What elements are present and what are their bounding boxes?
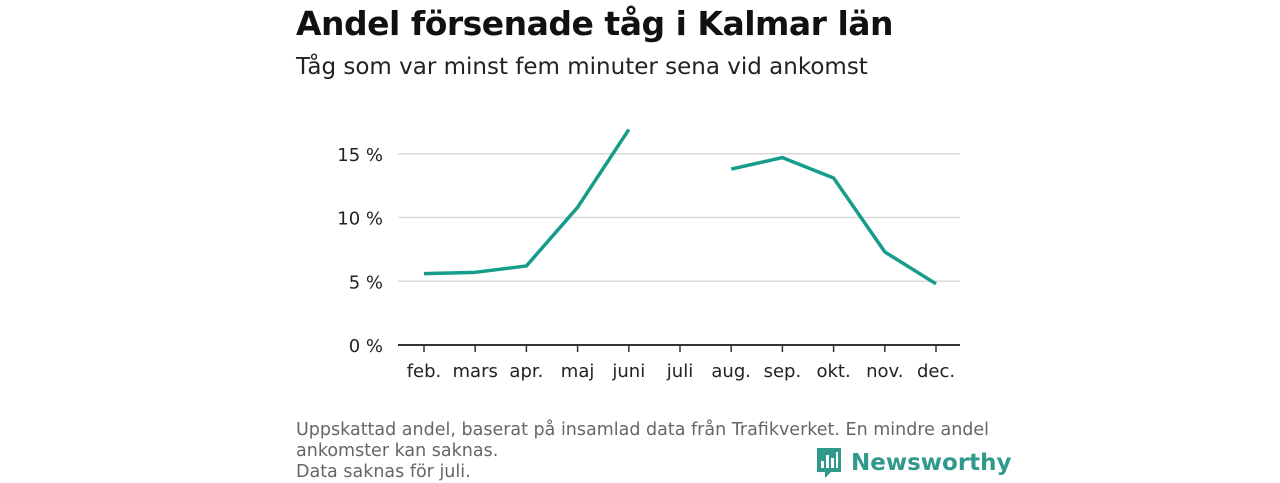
x-tick-label: sep. [764,361,802,382]
line-chart: 0 % 5 % 10 % 15 % feb. mars apr. maj juni juli au… [337,128,960,382]
gridlines [398,153,960,352]
y-tick-label: 10 % [337,209,383,230]
y-tick-label: 15 % [337,145,383,166]
y-tick-labels: 0 % 5 % 10 % 15 % [337,145,383,357]
x-tick-label: juni [611,361,645,382]
footer-note-line-2: ankomster kan saknas. [296,441,499,461]
x-tick-label: mars [453,361,498,382]
newsworthy-chat-bars-icon [817,448,841,478]
x-tick-label: juli [666,361,693,382]
y-tick-label: 5 % [349,272,383,293]
chart-subtitle: Tåg som var minst fem minuter sena vid a… [296,54,868,80]
newsworthy-logo: Newsworthy [815,446,1012,480]
footer-note-line-1: Uppskattad andel, baserat på insamlad da… [296,420,990,440]
series-line-segment [423,128,631,276]
x-tick-label: okt. [816,361,850,382]
x-tick-label: maj [561,361,595,382]
series-lines [423,128,937,286]
chart-footer: Uppskattad andel, baserat på insamlad da… [296,420,989,483]
x-tick-label: aug. [711,361,751,382]
x-tick-label: nov. [866,361,903,382]
x-tick-labels: feb. mars apr. maj juni juli aug. sep. okt. nov. d… [407,361,955,382]
y-tick-label: 0 % [349,336,383,357]
x-tick-label: dec. [917,361,955,382]
logo-text: Newsworthy [851,450,1012,476]
x-tick-label: apr. [509,361,543,382]
footer-note-line-3: Data saknas för juli. [296,462,471,482]
chart-title: Andel försenade tåg i Kalmar län [296,4,894,43]
x-tick-label: feb. [407,361,442,382]
series-line-segment [730,155,937,286]
